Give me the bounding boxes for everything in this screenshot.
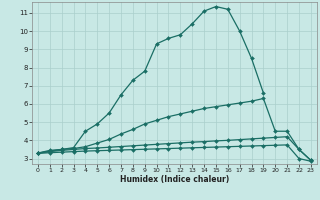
X-axis label: Humidex (Indice chaleur): Humidex (Indice chaleur) (120, 175, 229, 184)
